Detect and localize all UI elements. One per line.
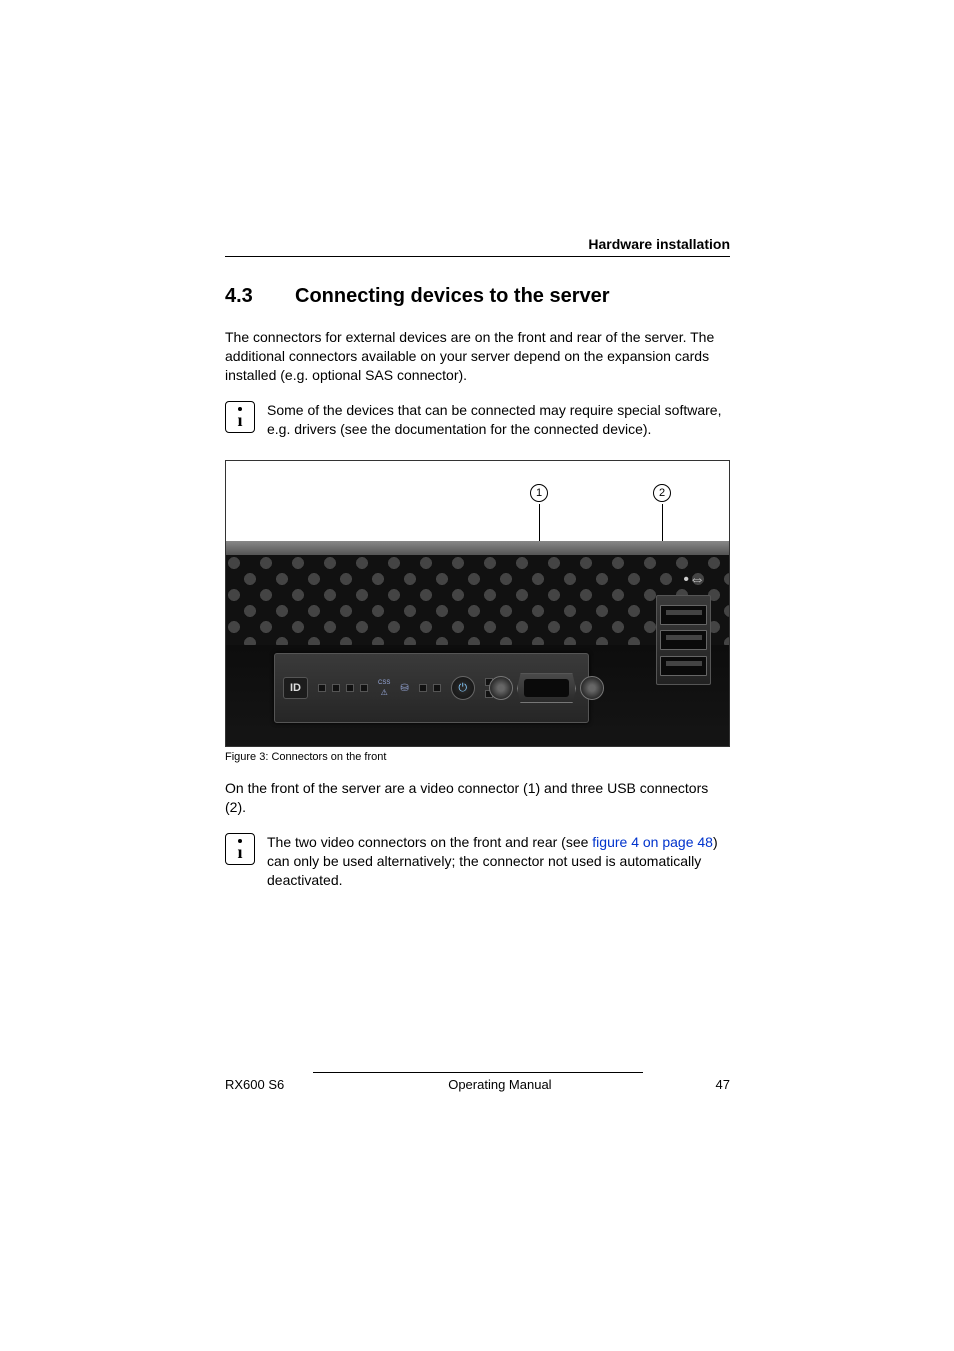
footer-rule xyxy=(313,1072,643,1073)
led-icon xyxy=(419,684,427,692)
info-icon: ı xyxy=(225,833,255,865)
callout-2-leader xyxy=(662,504,663,544)
callout-whitespace: 1 2 xyxy=(226,461,729,541)
callout-1-circle: 1 xyxy=(530,484,548,502)
usb-port xyxy=(660,656,707,676)
figure-4-link[interactable]: figure 4 on page 48 xyxy=(592,834,713,850)
id-button: ID xyxy=(283,677,308,699)
led-icon xyxy=(332,684,340,692)
header-right: Hardware installation xyxy=(588,236,730,252)
callout-1: 1 xyxy=(530,483,548,544)
ventilation-mesh xyxy=(226,555,729,645)
usb-port xyxy=(660,605,707,625)
server-front-panel: •⇔ ID CSS ⚠ ⛁ xyxy=(226,541,729,746)
section-heading: 4.3Connecting devices to the server xyxy=(225,285,730,308)
info-icon: ı xyxy=(225,401,255,433)
footer-left: RX600 S6 xyxy=(225,1077,284,1092)
led-icon xyxy=(318,684,326,692)
after-figure-paragraph: On the front of the server are a video c… xyxy=(225,779,730,817)
info-icon-stem: ı xyxy=(237,845,242,859)
intro-paragraph: The connectors for external devices are … xyxy=(225,328,730,385)
info-note-1: ı Some of the devices that can be connec… xyxy=(225,401,730,439)
led-icon xyxy=(360,684,368,692)
page-content: Hardware installation 4.3Connecting devi… xyxy=(225,236,730,912)
info2-pre: The two video connectors on the front an… xyxy=(267,834,592,850)
usb-port xyxy=(660,630,707,650)
info-text-1: Some of the devices that can be connecte… xyxy=(267,401,730,439)
page-footer: RX600 S6 Operating Manual 47 xyxy=(225,1072,730,1092)
callout-2: 2 xyxy=(653,483,671,544)
vga-thumbscrew-right xyxy=(580,676,604,700)
figure-caption: Figure 3: Connectors on the front xyxy=(225,751,730,763)
usb-connector-block xyxy=(656,595,711,685)
callout-1-leader xyxy=(539,504,540,544)
figure-3: 1 2 •⇔ ID xyxy=(225,460,730,747)
footer-right: 47 xyxy=(716,1077,730,1092)
led-icon xyxy=(346,684,354,692)
section-title-text: Connecting devices to the server xyxy=(295,285,610,307)
power-button: ⏻ xyxy=(451,676,475,700)
chassis-top-edge xyxy=(226,541,729,555)
warning-icon: ⚠ xyxy=(381,688,388,697)
vga-port-inner xyxy=(524,679,570,697)
footer-row: RX600 S6 Operating Manual 47 xyxy=(225,1077,730,1092)
drive-icon: ⛁ xyxy=(400,683,408,694)
info-text-2: The two video connectors on the front an… xyxy=(267,833,730,890)
info-note-2: ı The two video connectors on the front … xyxy=(225,833,730,890)
section-number: 4.3 xyxy=(225,285,295,308)
status-leds xyxy=(318,684,368,692)
vga-thumbscrew-left xyxy=(489,676,513,700)
activity-leds xyxy=(419,684,441,692)
usb-icon: •⇔ xyxy=(683,571,705,589)
led-icon xyxy=(433,684,441,692)
callout-2-circle: 2 xyxy=(653,484,671,502)
css-label: CSS xyxy=(378,680,390,686)
footer-center: Operating Manual xyxy=(448,1077,551,1092)
info-icon-stem: ı xyxy=(237,413,242,427)
page-header: Hardware installation xyxy=(225,236,730,257)
vga-port-shell xyxy=(517,673,576,703)
video-connector xyxy=(489,667,604,709)
